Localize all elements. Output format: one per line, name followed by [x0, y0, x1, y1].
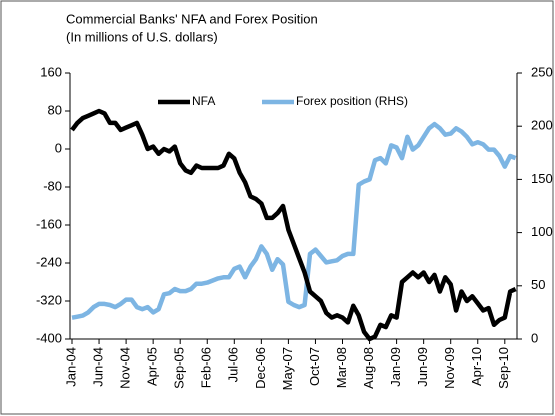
- series-line: [71, 121, 517, 320]
- x-tick-label: Nov-09: [442, 347, 457, 389]
- y-tick-label: -240: [36, 254, 62, 269]
- x-tick-label: Apr-05: [145, 347, 160, 386]
- y2-tick-label: 100: [531, 224, 553, 239]
- legend-label: NFA: [192, 94, 215, 108]
- x-tick-label: Nov-04: [118, 347, 133, 389]
- y2-tick-label: 0: [531, 330, 538, 345]
- x-tick-label: Sep-05: [172, 347, 187, 389]
- y-tick-label: 80: [48, 102, 62, 117]
- y-tick-label: -160: [36, 216, 62, 231]
- y-tick-label: -400: [36, 330, 62, 345]
- y-tick-label: 160: [40, 64, 62, 79]
- chart-title: Commercial Banks' NFA and Forex Position: [66, 11, 318, 26]
- x-tick-label: Jan-04: [63, 347, 78, 387]
- y2-tick-label: 200: [531, 118, 553, 133]
- y-tick-label: -80: [43, 178, 62, 193]
- x-tick-label: Jan-09: [388, 347, 403, 387]
- x-tick-label: Dec-06: [253, 347, 268, 389]
- y2-tick-label: 50: [531, 277, 545, 292]
- x-tick-label: Mar-08: [334, 347, 349, 388]
- legend-label: Forex position (RHS): [296, 94, 408, 108]
- x-tick-label: Jun-04: [90, 347, 105, 387]
- x-tick-label: May-07: [280, 347, 295, 390]
- y-tick-label: -320: [36, 292, 62, 307]
- x-tick-label: Feb-06: [199, 347, 214, 388]
- x-tick-label: Apr-10: [469, 347, 484, 386]
- y2-tick-label: 250: [531, 64, 553, 79]
- y2-tick-label: 150: [531, 171, 553, 186]
- x-tick-label: Jul-06: [226, 347, 241, 382]
- y-tick-label: 0: [55, 140, 62, 155]
- x-tick-label: Jun-09: [415, 347, 430, 387]
- chart-subtitle: (In millions of U.S. dollars): [66, 29, 218, 44]
- x-tick-label: Sep-10: [496, 347, 511, 389]
- x-tick-label: Aug-08: [361, 347, 376, 389]
- x-tick-label: Oct-07: [307, 347, 322, 386]
- series-line: [70, 108, 517, 342]
